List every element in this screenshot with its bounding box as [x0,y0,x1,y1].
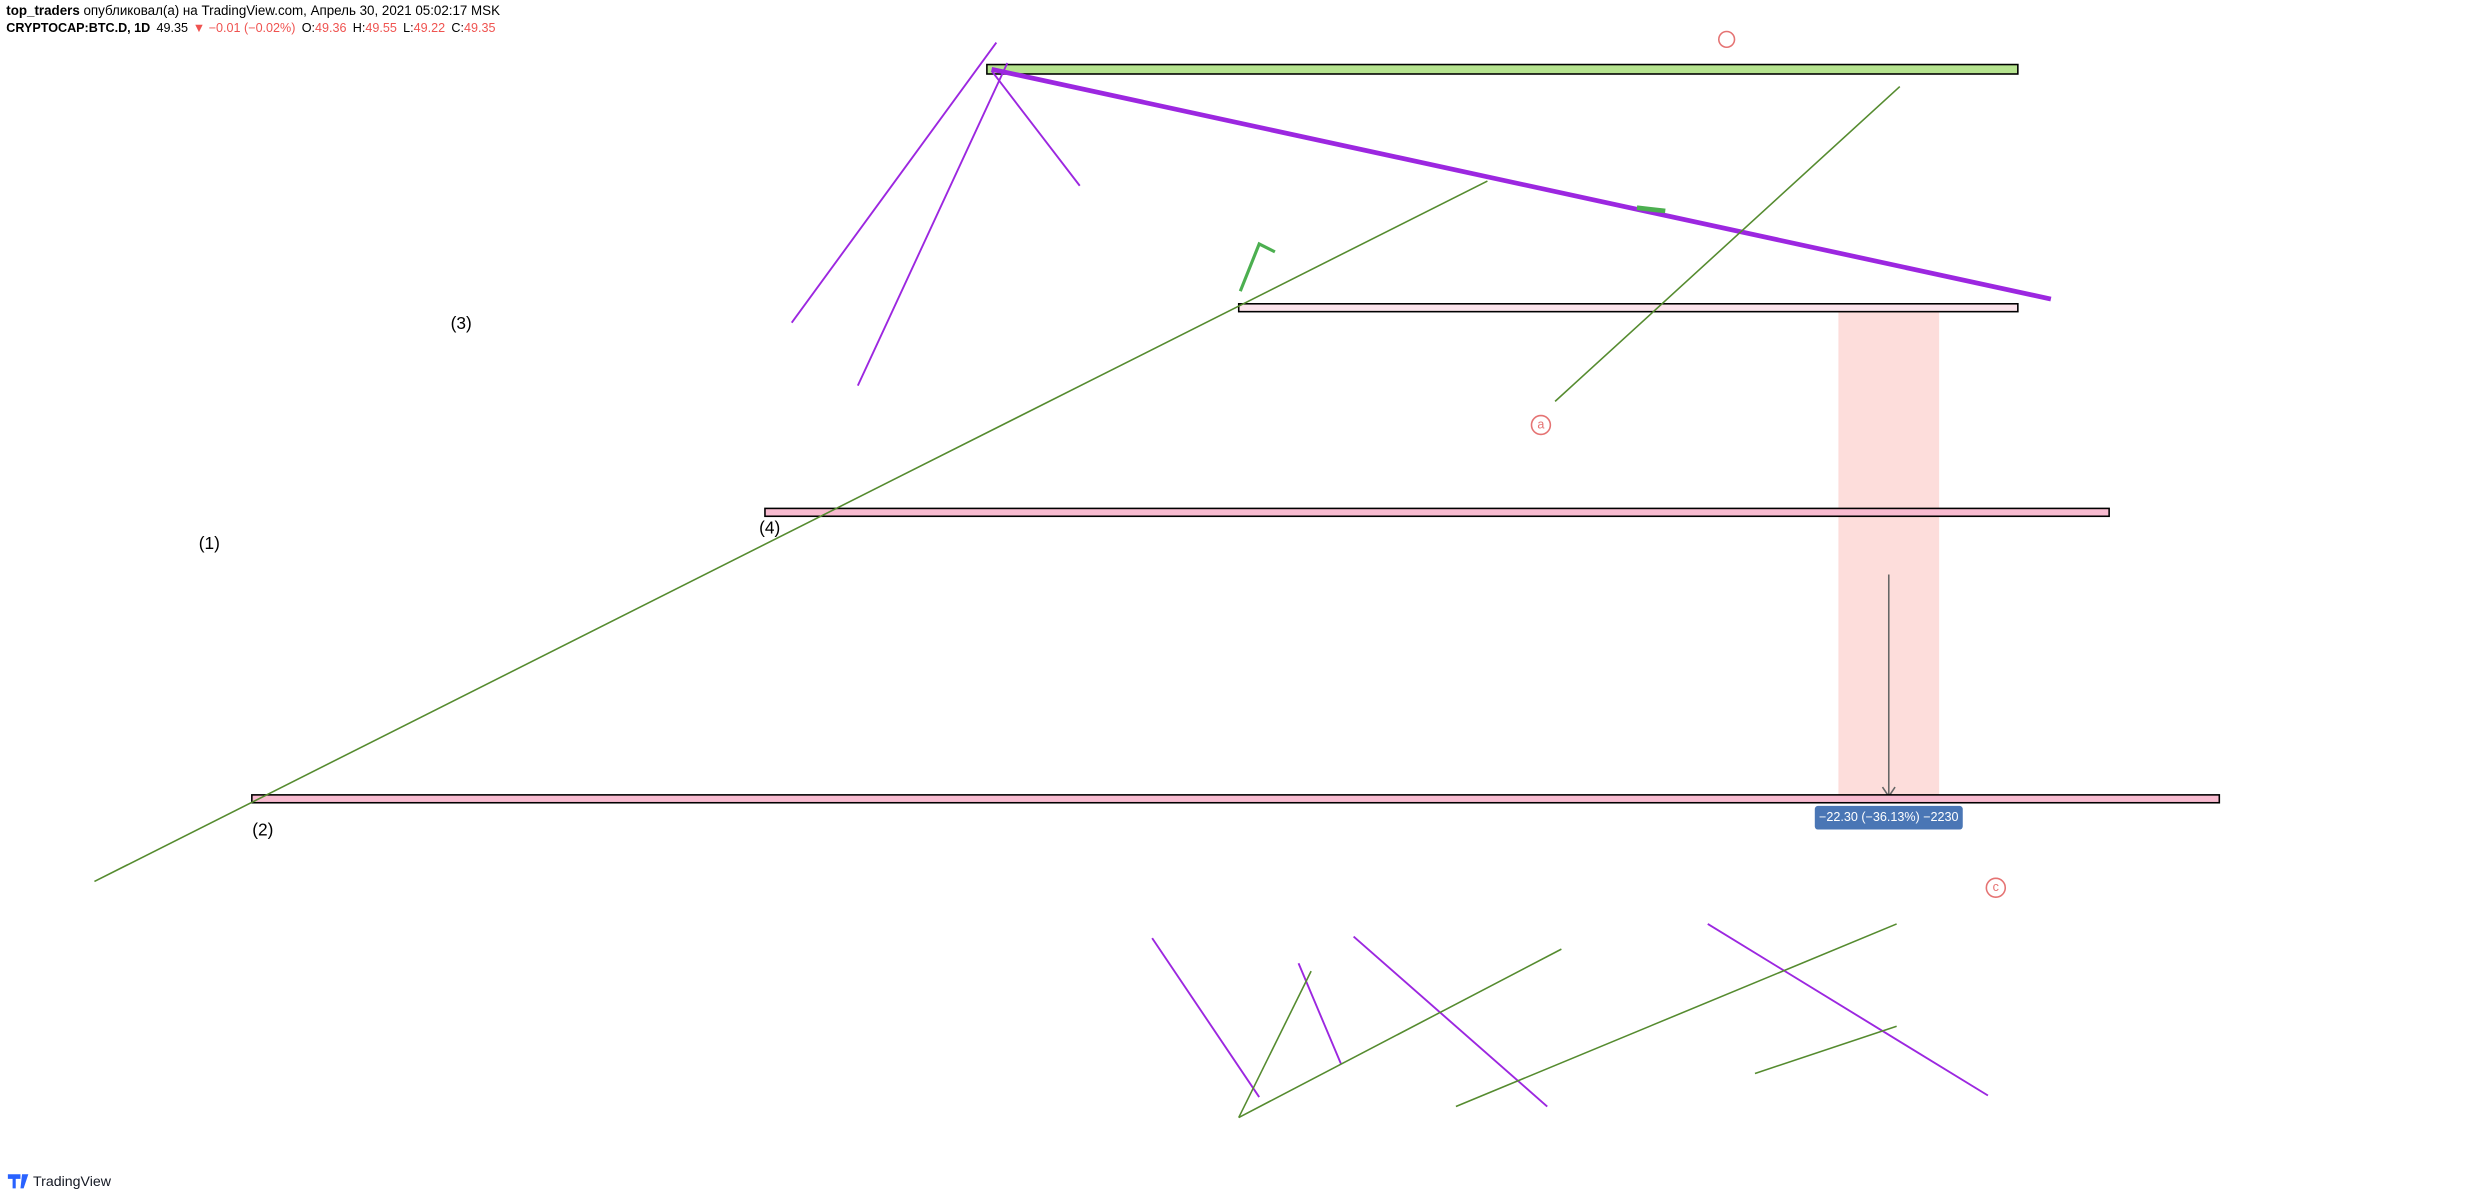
trend-line [991,66,2052,302]
trend-line [856,62,1009,387]
author: top_traders [6,3,79,18]
ohlc-value: 49.22 [414,21,445,35]
trend-line [1754,1025,1897,1075]
trend-line [1297,962,1342,1065]
last: 49.35 [157,21,188,35]
trend-line [1636,205,1666,214]
brand-logo [7,1174,29,1189]
trend-line [1352,935,1548,1108]
trend-line [1554,86,1901,402]
zone-box [764,507,2110,518]
drawings: (1) (2) (3) (4) a c −22.30 (−36.13%) −22… [94,30,2221,1119]
trend-line [1238,241,1276,292]
zone-box [1237,303,2019,313]
wave-label: (3) [451,313,472,333]
header-line2: CRYPTOCAP:BTC.D, 1D 49.35 ▼ −0.01 (−0.02%)… [6,21,495,35]
wave-circle [1530,414,1552,436]
wave-label: c [1993,880,1999,894]
trend-line [94,180,1488,883]
header-line1: top_traders опубликовал(а) на TradingVie… [6,3,500,18]
ohlc-key: L: [403,21,414,35]
wave-label: (2) [252,820,273,840]
trend-line [790,41,998,324]
published: опубликовал(а) на TradingView.com, Апрел… [80,3,500,18]
measure-box [1814,805,1963,830]
trend-line [1238,948,1562,1119]
ohlc-value: 49.35 [464,21,495,35]
ohlc-key: O: [302,21,315,35]
zone-box [251,794,2221,804]
ohlc-value: 49.36 [315,21,346,35]
trend-line [1707,923,1989,1097]
symbol: CRYPTOCAP:BTC.D, 1D [6,21,150,35]
measure-label: −22.30 (−36.13%) −2230 [1819,810,1959,824]
wave-label: a [1537,417,1544,431]
ohlc-value: 49.55 [365,21,396,35]
wave-label: (4) [759,517,780,537]
wave-label: (1) [199,533,220,553]
ohlc-key: C: [451,21,464,35]
trend-line [990,70,1081,187]
ohlc-key: H: [353,21,366,35]
trend-line [1455,923,1897,1108]
wave-circle [1717,30,1736,49]
wave-circle [1985,877,2007,898]
change: ▼ −0.01 (−0.02%) [193,21,296,35]
zone-box [986,63,2019,75]
trend-line [1238,970,1312,1118]
trend-line [1151,937,1260,1098]
brand: TradingView [33,1174,112,1190]
